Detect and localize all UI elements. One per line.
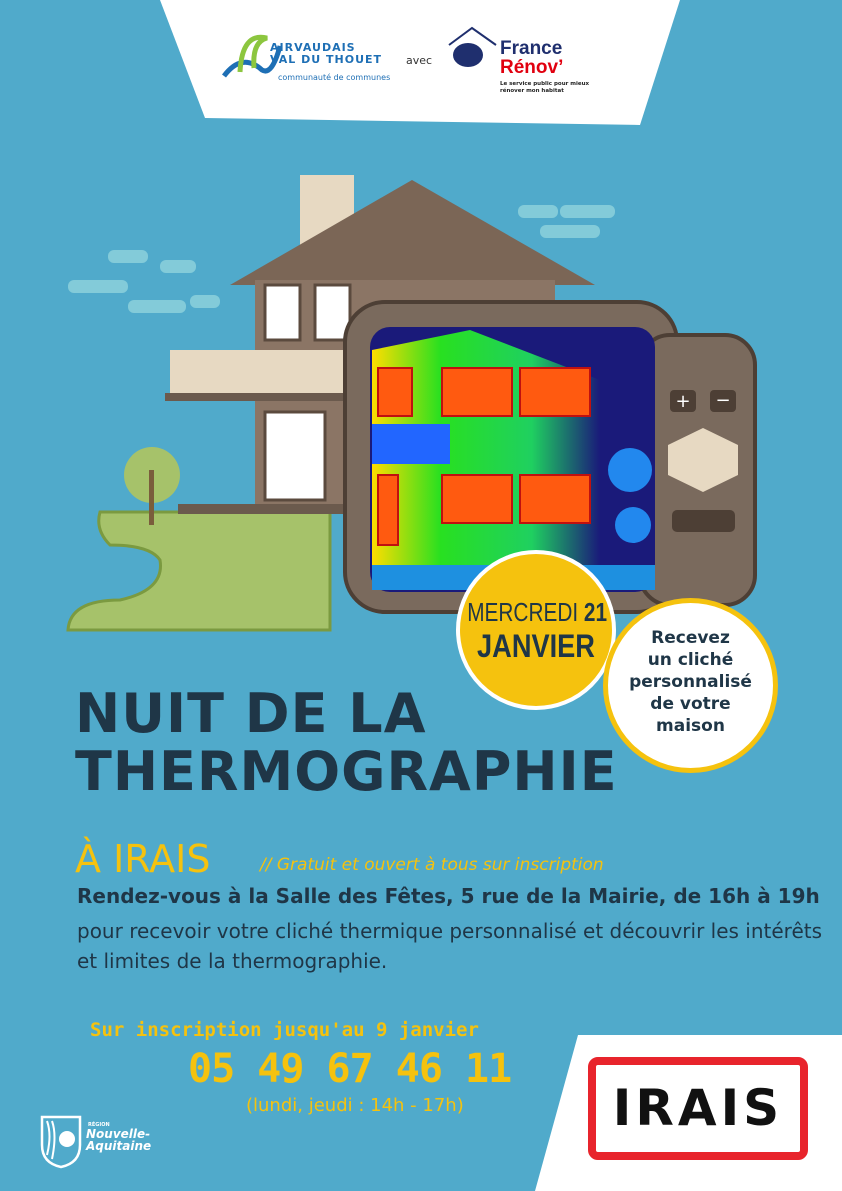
cliche-badge: Recevez un cliché personnalisé de votre … (603, 598, 778, 773)
airvaudais-logo-icon (222, 34, 282, 78)
event-place: À IRAIS (75, 837, 211, 881)
connector-text: avec (406, 54, 433, 67)
badge-line: personnalisé (629, 672, 752, 692)
partner1-subtitle: communauté de communes (278, 73, 391, 82)
badge-line: un cliché (647, 650, 734, 670)
france-renov-tagline: Le service public pour mieux rénover mon… (500, 81, 590, 94)
date-number: 21 (583, 597, 608, 627)
svg-text:+: + (675, 391, 690, 412)
free-note: // Gratuit et ouvert à tous sur inscript… (260, 855, 604, 875)
date-month: JANVIER (477, 628, 595, 664)
thermal-camera-house-illustration: + − (66, 175, 757, 632)
registration-deadline: Sur inscription jusqu'au 9 janvier (90, 1019, 479, 1041)
region-label: RÉGION (88, 1122, 110, 1128)
badge-line: de votre (650, 694, 731, 714)
header-band (160, 0, 680, 125)
nouvelle-aquitaine-shield-icon (40, 1115, 82, 1169)
badge-line: maison (656, 716, 725, 736)
event-description: pour recevoir votre cliché thermique per… (77, 919, 823, 973)
badge-line: Recevez (651, 628, 730, 648)
town-sign: IRAIS (588, 1057, 808, 1160)
phone-number[interactable]: 05 49 67 46 11 (188, 1046, 512, 1092)
phone-hours: (lundi, jeudi : 14h - 17h) (246, 1095, 464, 1116)
partner1-name: AIRVAUDAIS VAL DU THOUET (270, 41, 383, 66)
event-date-badge: MERCREDI 21 JANVIER (456, 550, 616, 710)
region-name: Nouvelle- Aquitaine (86, 1127, 152, 1153)
france-renov-house-icon (448, 26, 497, 67)
france-renov-line2: Rénov’ (500, 57, 564, 78)
france-renov-line1: France (500, 38, 563, 59)
date-day: MERCREDI (467, 597, 579, 627)
event-title: NUIT DE LA THERMOGRAPHIE (75, 682, 618, 803)
venue-details: Rendez-vous à la Salle des Fêtes, 5 rue … (77, 884, 820, 908)
svg-text:−: − (715, 390, 730, 411)
